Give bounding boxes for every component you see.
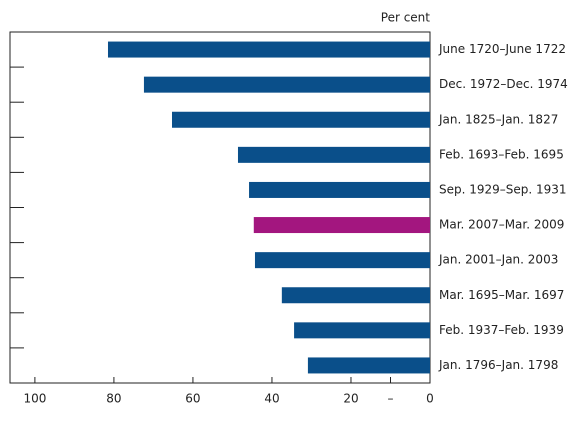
x-tick-label: 0 xyxy=(426,392,434,406)
bar xyxy=(171,111,430,128)
y-tick-label: Jan. 1825–Jan. 1827 xyxy=(438,112,558,126)
bar xyxy=(249,181,430,198)
y-tick-label: Dec. 1972–Dec. 1974 xyxy=(439,77,568,91)
y-tick-label: Jan. 1796–Jan. 1798 xyxy=(438,358,558,372)
bar xyxy=(281,287,430,304)
bar xyxy=(253,217,430,234)
y-tick-label: Sep. 1929–Sep. 1931 xyxy=(439,182,567,196)
x-tick-label: 100 xyxy=(23,392,46,406)
x-tick-label: 80 xyxy=(106,392,121,406)
bar xyxy=(294,322,430,339)
x-tick-label: – xyxy=(387,392,393,406)
y-tick-label: Jan. 2001–Jan. 2003 xyxy=(438,253,558,267)
bar xyxy=(254,252,430,269)
x-tick-label: 40 xyxy=(264,392,279,406)
bar xyxy=(107,41,431,58)
x-tick-label: 60 xyxy=(185,392,200,406)
bar xyxy=(143,76,430,93)
bar xyxy=(307,357,430,374)
y-tick-label: Mar. 2007–Mar. 2009 xyxy=(439,218,564,232)
y-tick-label: Mar. 1695–Mar. 1697 xyxy=(439,288,564,302)
y-tick-label: June 1720–June 1722 xyxy=(438,42,566,56)
x-tick-label: 20 xyxy=(343,392,358,406)
y-tick-label: Feb. 1937–Feb. 1939 xyxy=(439,323,564,337)
bar xyxy=(237,146,430,163)
axis-label: Per cent xyxy=(381,11,431,25)
y-tick-label: Feb. 1693–Feb. 1695 xyxy=(439,147,564,161)
